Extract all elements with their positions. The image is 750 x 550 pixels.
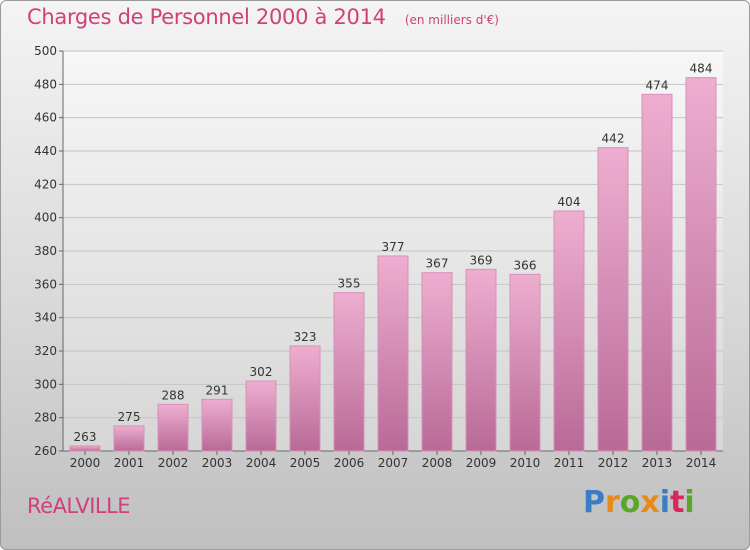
data-label: 288 [162,388,185,402]
x-tick-label: 2004 [246,456,277,470]
logo-letter: o [619,485,641,520]
data-label: 323 [294,330,317,344]
x-tick-label: 2003 [202,456,233,470]
y-tick-label: 260 [34,444,57,458]
data-label: 355 [338,277,361,291]
bar [157,403,189,452]
data-label: 302 [250,365,273,379]
data-label: 484 [690,62,713,76]
commune-name: RéALVILLE [27,494,131,518]
bar [245,380,277,452]
y-tick-label: 440 [34,144,57,158]
data-label: 474 [646,78,669,92]
y-tick-label: 460 [34,111,57,125]
data-label: 275 [118,410,141,424]
x-tick-label: 2006 [334,456,365,470]
x-tick-label: 2002 [158,456,189,470]
data-label: 404 [558,195,581,209]
y-tick-label: 420 [34,177,57,191]
y-tick-label: 300 [34,377,57,391]
bar [69,445,101,452]
bar [597,147,629,452]
x-tick-label: 2012 [598,456,629,470]
bar [641,93,673,452]
logo-letter: P [583,485,605,520]
bar [377,255,409,452]
chart-title: Charges de Personnel 2000 à 2014 [27,5,386,29]
title-row: Charges de Personnel 2000 à 2014 (en mil… [27,5,499,29]
y-tick-label: 480 [34,77,57,91]
data-label: 377 [382,240,405,254]
x-tick-label: 2005 [290,456,321,470]
y-tick-label: 360 [34,277,57,291]
x-tick-label: 2001 [114,456,145,470]
x-tick-label: 2008 [422,456,453,470]
logo-letter: r [605,485,620,520]
x-tick-label: 2007 [378,456,409,470]
bar [333,292,365,452]
proxiti-logo: Proxiti [583,485,695,520]
data-label: 263 [74,430,97,444]
x-tick-label: 2013 [642,456,673,470]
data-label: 366 [514,258,537,272]
chart-subtitle: (en milliers d'€) [404,13,499,27]
bar [113,425,145,452]
logo-letter: t [670,485,685,520]
x-tick-label: 2011 [554,456,585,470]
logo-letter: i [684,485,695,520]
y-tick-label: 320 [34,344,57,358]
bar [685,77,717,452]
y-tick-label: 280 [34,411,57,425]
logo-letter: i [659,485,671,520]
data-label: 367 [426,257,449,271]
x-tick-label: 2009 [466,456,497,470]
logo-letter: x [640,485,660,520]
bar [509,273,541,452]
y-tick-label: 400 [34,211,57,225]
y-tick-label: 340 [34,311,57,325]
bar [201,398,233,452]
bar [289,345,321,452]
x-tick-label: 2010 [510,456,541,470]
bar [465,268,497,452]
bar [553,210,585,452]
x-tick-label: 2014 [686,456,717,470]
y-tick-label: 380 [34,244,57,258]
x-tick-label: 2000 [70,456,101,470]
data-label: 369 [470,253,493,267]
bar [421,272,453,452]
data-label: 442 [602,132,625,146]
y-tick-label: 500 [34,44,57,58]
data-label: 291 [206,383,229,397]
